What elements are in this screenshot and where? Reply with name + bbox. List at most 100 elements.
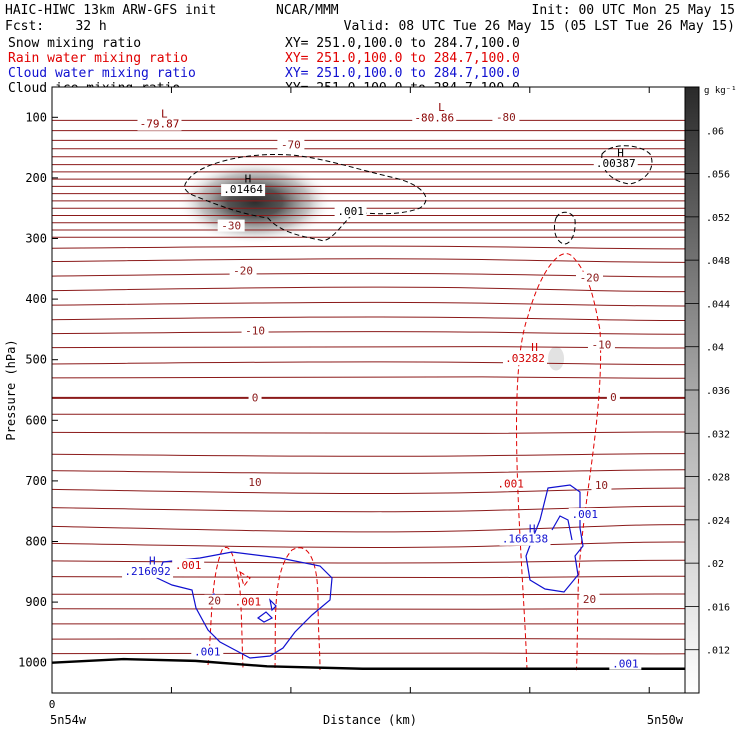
temperature-line bbox=[51, 286, 698, 293]
colorbar-tick-label: .024 bbox=[706, 516, 730, 527]
field-name: Rain water mixing ratio bbox=[8, 51, 188, 66]
cloud-ice-contour-right bbox=[601, 145, 653, 185]
cloud-water-contour-small-c bbox=[269, 598, 277, 612]
contour-label-bg bbox=[609, 657, 642, 670]
x-axis bbox=[51, 87, 650, 693]
temp-label-bg bbox=[587, 338, 615, 351]
extremum-marker: H bbox=[149, 555, 156, 568]
temperature-label: -20 bbox=[580, 272, 600, 285]
header-valid: Valid: 08 UTC Tue 26 May 15 (05 LST Tue … bbox=[344, 19, 735, 34]
temperature-line bbox=[51, 637, 698, 640]
cloud-water-contour-right-inner bbox=[551, 515, 573, 541]
contour-labels: -70 -30 -20 -20 -10 -10 0 0 10 10 20 20 -80 .001 .001.… bbox=[172, 111, 642, 671]
contour-label: .001 bbox=[337, 205, 364, 218]
y-tick-label: 700 bbox=[25, 474, 47, 488]
x-origin-label: 0 bbox=[49, 698, 56, 711]
snow-max-shade bbox=[177, 160, 334, 245]
colorbar-tick-label: .036 bbox=[706, 386, 730, 397]
cloud-ice-contour-main bbox=[184, 153, 427, 242]
colorbar-tick-label: .048 bbox=[706, 256, 730, 267]
plot-area: L-79.87L-80.86H.01464H.00387H.03282H.216… bbox=[18, 86, 698, 694]
y-tick-label: 1000 bbox=[18, 656, 47, 670]
colorbar-tick-label: .044 bbox=[706, 299, 730, 310]
temperature-contours bbox=[51, 119, 698, 655]
header-init: Init: 00 UTC Mon 25 May 15 bbox=[532, 3, 736, 18]
contour-label: .001 bbox=[235, 595, 262, 608]
temperature-line bbox=[51, 272, 698, 278]
temperature-label: -20 bbox=[233, 264, 253, 277]
temperature-line bbox=[51, 331, 698, 335]
chart-header: HAIC-HIWC 13km ARW-GFS init NCAR/MMM Ini… bbox=[5, 3, 735, 96]
plot-frame bbox=[52, 87, 697, 693]
contour-label: .001 bbox=[497, 478, 524, 491]
header-center: NCAR/MMM bbox=[276, 3, 339, 18]
temperature-label: -80 bbox=[496, 111, 516, 124]
x-axis-label: Distance (km) bbox=[323, 713, 417, 727]
temp-label-bg bbox=[277, 138, 305, 151]
y-tick-label: 800 bbox=[25, 535, 47, 549]
extremum-value: .03282 bbox=[505, 352, 545, 365]
x-right-label: 5n50w bbox=[647, 713, 684, 727]
temperature-line bbox=[51, 608, 698, 610]
temp-label-bg bbox=[579, 592, 600, 605]
temperature-label: -10 bbox=[592, 338, 612, 351]
contour-label: .001 bbox=[612, 658, 639, 671]
contour-label-bg bbox=[231, 595, 264, 608]
field-xy: XY= 251.0,100.0 to 284.7,100.0 bbox=[285, 66, 520, 81]
temperature-label: 0 bbox=[252, 392, 259, 405]
y-tick-label: 500 bbox=[25, 353, 47, 367]
extremum-value-bg bbox=[122, 565, 174, 578]
extremum-marker: H bbox=[617, 147, 624, 160]
extremum-value: .166138 bbox=[502, 533, 548, 546]
extremum-value-bg bbox=[593, 157, 638, 170]
extremum-value: .00387 bbox=[596, 157, 636, 170]
y-tick-label: 900 bbox=[25, 595, 47, 609]
colorbar-tick-label: .012 bbox=[706, 646, 730, 657]
y-tick-label: 300 bbox=[25, 232, 47, 246]
temp-label-bg bbox=[576, 271, 603, 284]
colorbar-unit: g kg⁻¹ bbox=[704, 86, 737, 96]
temperature-line bbox=[51, 593, 698, 596]
snow-faint-shade bbox=[548, 346, 565, 371]
temperature-label: 0 bbox=[610, 391, 617, 404]
contour-label: .001 bbox=[194, 646, 221, 659]
field-xy: XY= 251.0,100.0 to 284.7,100.0 bbox=[285, 51, 520, 66]
extremum-value-bg bbox=[412, 112, 457, 125]
contour-label-bg bbox=[334, 205, 367, 218]
x-left-label: 5n54w bbox=[50, 713, 87, 727]
rain-contour-left-b bbox=[274, 547, 321, 671]
temperature-line bbox=[51, 487, 698, 495]
temperature-line bbox=[51, 652, 698, 655]
colorbar-tick-label: .04 bbox=[706, 343, 724, 354]
temperature-label: 10 bbox=[595, 479, 608, 492]
colorbar-tick-label: .056 bbox=[706, 170, 730, 181]
cloud-water-contour-small-b bbox=[256, 611, 274, 623]
temp-label-bg bbox=[591, 478, 612, 491]
rain-contour-left-a bbox=[207, 547, 244, 669]
temperature-line bbox=[51, 524, 698, 533]
colorbar-tick-label: .028 bbox=[706, 473, 730, 484]
temperature-label: 20 bbox=[583, 593, 596, 606]
cloud-water-contour-left bbox=[156, 551, 333, 659]
colorbar: g kg⁻¹ .012 .016 .02 .024 .028 .032 .036 .04 .04… bbox=[684, 86, 737, 694]
temperature-line bbox=[51, 345, 698, 349]
y-tick-label: 100 bbox=[25, 110, 47, 124]
terrain-line bbox=[51, 657, 697, 670]
temperature-line bbox=[51, 361, 698, 366]
temp-label-bg bbox=[204, 594, 225, 607]
temperature-line bbox=[51, 245, 698, 250]
temperature-label: -70 bbox=[281, 138, 301, 151]
extremum-value: -80.86 bbox=[414, 112, 454, 125]
field-name: Snow mixing ratio bbox=[8, 36, 141, 51]
colorbar-tick-label: .016 bbox=[706, 602, 730, 613]
contour-label-bg bbox=[494, 477, 527, 490]
colorbar-tick-label: .02 bbox=[706, 559, 724, 570]
temperature-line bbox=[51, 316, 698, 322]
temperature-line bbox=[51, 258, 698, 263]
extremum-value: .01464 bbox=[223, 183, 263, 196]
temperature-line bbox=[51, 431, 698, 435]
y-axis: 100 200 300 400 500 600 700 800 900 1000 bbox=[18, 110, 58, 670]
extremum-value-bg bbox=[503, 353, 547, 366]
colorbar-tick-label: .06 bbox=[706, 126, 724, 137]
